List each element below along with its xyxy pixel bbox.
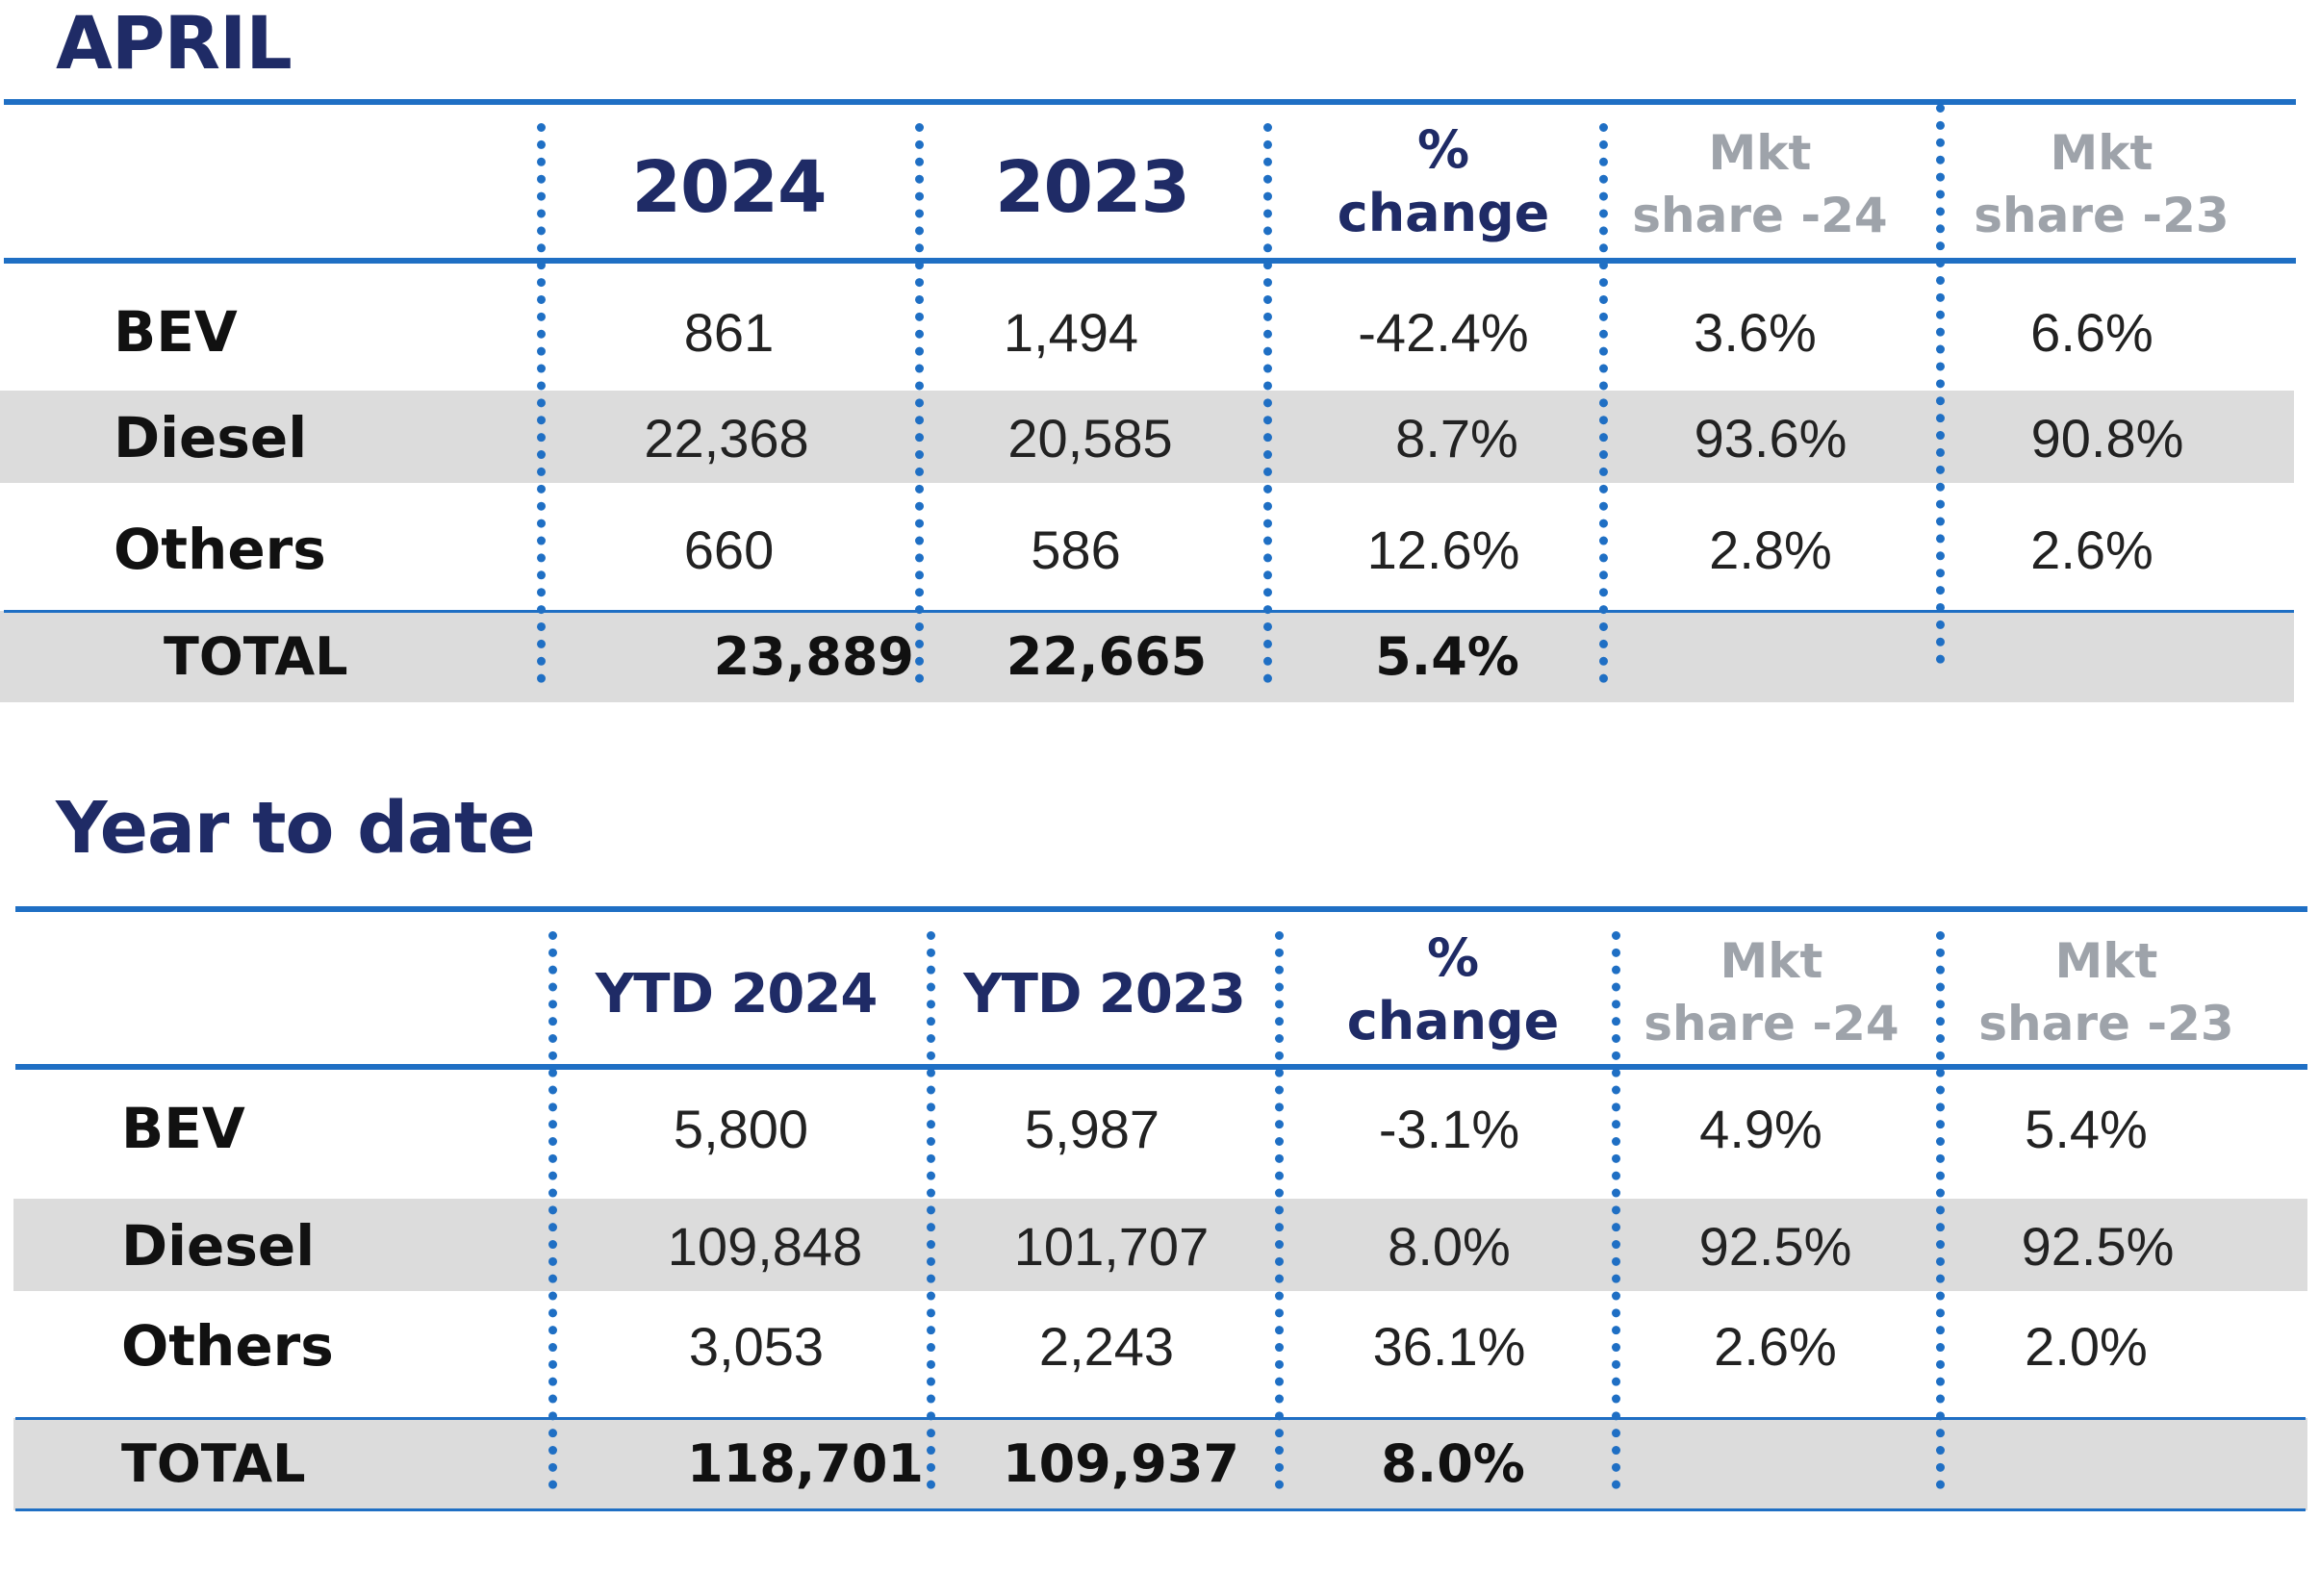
ytd-total-2024: 118,701 xyxy=(687,1432,924,1494)
ytd-bev-2023: 5,987 xyxy=(1024,1098,1160,1159)
ytd-total-pct-change: 8.0% xyxy=(1381,1432,1525,1494)
april-top-rule xyxy=(4,99,2296,105)
ytd-others-share-23: 2.0% xyxy=(2025,1315,2148,1377)
april-bev-2023: 1,494 xyxy=(1003,301,1139,363)
april-others-2023: 586 xyxy=(1031,519,1121,580)
april-col-2023: 2023 xyxy=(995,146,1190,229)
april-col-divider-2 xyxy=(915,123,924,683)
april-header-rule xyxy=(4,258,2296,264)
ytd-header-rule xyxy=(15,1064,2307,1070)
ytd-bev-share-23: 5.4% xyxy=(2025,1098,2148,1159)
april-row-band-diesel xyxy=(0,391,2294,483)
ytd-total-2023: 109,937 xyxy=(1003,1432,1239,1494)
april-diesel-2023: 20,585 xyxy=(1007,407,1173,469)
april-row-label-diesel: Diesel xyxy=(114,405,308,470)
april-diesel-share-24: 93.6% xyxy=(1694,407,1848,469)
april-col-divider-3 xyxy=(1263,123,1272,683)
april-row-label-bev: BEV xyxy=(114,299,238,365)
ytd-others-2023: 2,243 xyxy=(1038,1315,1175,1377)
ytd-bev-share-24: 4.9% xyxy=(1699,1098,1822,1159)
ytd-others-share-24: 2.6% xyxy=(1714,1315,1837,1377)
ytd-diesel-2023: 101,707 xyxy=(1013,1215,1210,1277)
ytd-col-ytd-2023: YTD 2023 xyxy=(963,962,1246,1026)
ytd-col-divider-5 xyxy=(1936,931,1945,1489)
april-bev-share-23: 6.6% xyxy=(2030,301,2153,363)
ytd-diesel-share-23: 92.5% xyxy=(2021,1215,2175,1277)
ytd-row-label-others: Others xyxy=(121,1313,334,1379)
ytd-bev-pct-change: -3.1% xyxy=(1378,1098,1520,1159)
april-col-divider-5 xyxy=(1936,104,1945,664)
april-diesel-2024: 22,368 xyxy=(644,407,809,469)
ytd-bottom-rule xyxy=(15,1508,2306,1511)
ytd-col-mkt-share-23: Mkt share -23 xyxy=(1978,933,2234,1051)
april-bev-share-24: 3.6% xyxy=(1694,301,1817,363)
ytd-table: YTD 2024 YTD 2023 % change Mkt share -24… xyxy=(13,906,2307,1511)
april-others-share-23: 2.6% xyxy=(2030,519,2153,580)
april-col-divider-4 xyxy=(1599,123,1608,683)
ytd-col-ytd-2024: YTD 2024 xyxy=(595,962,879,1026)
april-table: 2024 2023 % change Mkt share -24 Mkt sha… xyxy=(0,0,2319,712)
april-others-2024: 660 xyxy=(683,519,775,580)
april-diesel-pct-change: 8.7% xyxy=(1395,407,1518,469)
april-row-label-others: Others xyxy=(114,517,326,582)
april-total-rule xyxy=(4,610,2294,613)
april-col-pct-change: % change xyxy=(1337,119,1550,243)
april-title: APRIL xyxy=(56,0,293,86)
ytd-top-rule xyxy=(15,906,2307,912)
april-col-2024: 2024 xyxy=(631,146,828,229)
ytd-row-label-bev: BEV xyxy=(121,1096,245,1161)
ytd-diesel-pct-change: 8.0% xyxy=(1388,1215,1511,1277)
april-diesel-share-23: 90.8% xyxy=(2030,407,2184,469)
ytd-title: Year to date xyxy=(56,787,536,870)
ytd-diesel-2024: 109,848 xyxy=(667,1215,863,1277)
ytd-col-mkt-share-24: Mkt share -24 xyxy=(1644,933,1899,1051)
ytd-row-label-diesel: Diesel xyxy=(121,1213,316,1279)
ytd-total-band xyxy=(13,1418,2307,1510)
april-others-pct-change: 12.6% xyxy=(1366,519,1520,580)
ytd-col-divider-3 xyxy=(1275,931,1284,1489)
april-bev-2024: 861 xyxy=(683,301,775,363)
ytd-col-divider-1 xyxy=(548,931,557,1489)
april-total-2024: 23,889 xyxy=(713,625,914,687)
april-total-band xyxy=(0,611,2294,702)
april-total-pct-change: 5.4% xyxy=(1375,625,1519,687)
ytd-others-pct-change: 36.1% xyxy=(1372,1315,1526,1377)
ytd-col-divider-4 xyxy=(1612,931,1620,1489)
ytd-total-label: TOTAL xyxy=(121,1432,306,1494)
april-others-share-24: 2.8% xyxy=(1709,519,1832,580)
ytd-others-2024: 3,053 xyxy=(688,1315,825,1377)
ytd-col-pct-change: % change xyxy=(1346,927,1560,1051)
april-col-mkt-share-23: Mkt share -23 xyxy=(1974,125,2230,243)
ytd-bev-2024: 5,800 xyxy=(673,1098,809,1159)
april-total-2023: 22,665 xyxy=(1006,625,1208,687)
ytd-total-rule xyxy=(15,1417,2306,1420)
april-total-label: TOTAL xyxy=(164,625,348,687)
april-bev-pct-change: -42.4% xyxy=(1358,301,1529,363)
ytd-diesel-share-24: 92.5% xyxy=(1698,1215,1852,1277)
ytd-row-band-diesel xyxy=(13,1199,2307,1291)
april-col-mkt-share-24: Mkt share -24 xyxy=(1632,125,1888,243)
ytd-col-divider-2 xyxy=(927,931,935,1489)
april-col-divider-1 xyxy=(537,123,546,683)
